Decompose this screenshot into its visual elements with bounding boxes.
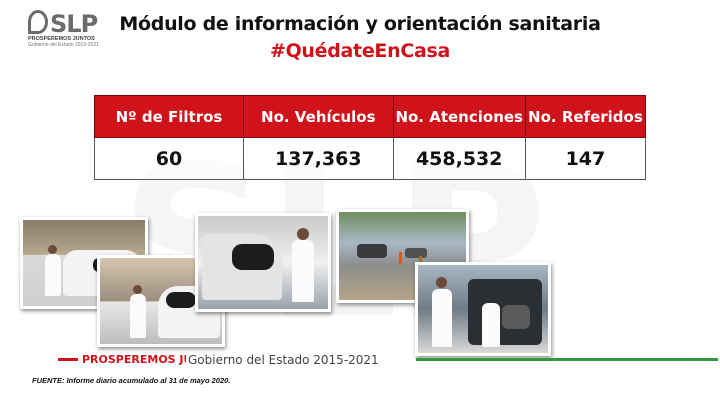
- source-note: FUENTE: Informe diario acumulado al 31 d…: [32, 376, 231, 385]
- column-header: No. Atenciones: [392, 95, 526, 138]
- page-title: Módulo de información y orientación sani…: [119, 13, 601, 35]
- table-cell: 137,363: [242, 137, 394, 180]
- column-header: No. Vehículos: [242, 95, 394, 138]
- logo-name: SLP: [50, 10, 98, 38]
- logo-tagline: PROSPEREMOS JUNTOS: [28, 36, 95, 42]
- table-cell: 458,532: [392, 137, 526, 180]
- stats-table: Nº de Filtros No. Vehículos No. Atencion…: [94, 95, 647, 180]
- table-header-row: Nº de Filtros No. Vehículos No. Atencion…: [94, 95, 647, 138]
- photo-filter-5: [415, 262, 551, 356]
- footer-green-bar: [416, 358, 718, 361]
- slp-logo: SLP PROSPEREMOS JUNTOS Gobierno del Esta…: [28, 10, 99, 48]
- column-header: Nº de Filtros: [94, 95, 244, 138]
- hashtag: #QuédateEnCasa: [269, 40, 451, 62]
- table-cell: 60: [94, 137, 244, 180]
- slp-swirl-icon: [28, 10, 48, 34]
- table-row: 60 137,363 458,532 147: [94, 137, 647, 180]
- table-cell: 147: [524, 137, 647, 180]
- footer-government: Gobierno del Estado 2015-2021: [186, 353, 385, 367]
- photo-filter-3: [195, 213, 331, 312]
- column-header: No. Referidos: [524, 95, 647, 138]
- logo-subtitle: Gobierno del Estado 2015-2021: [28, 42, 99, 48]
